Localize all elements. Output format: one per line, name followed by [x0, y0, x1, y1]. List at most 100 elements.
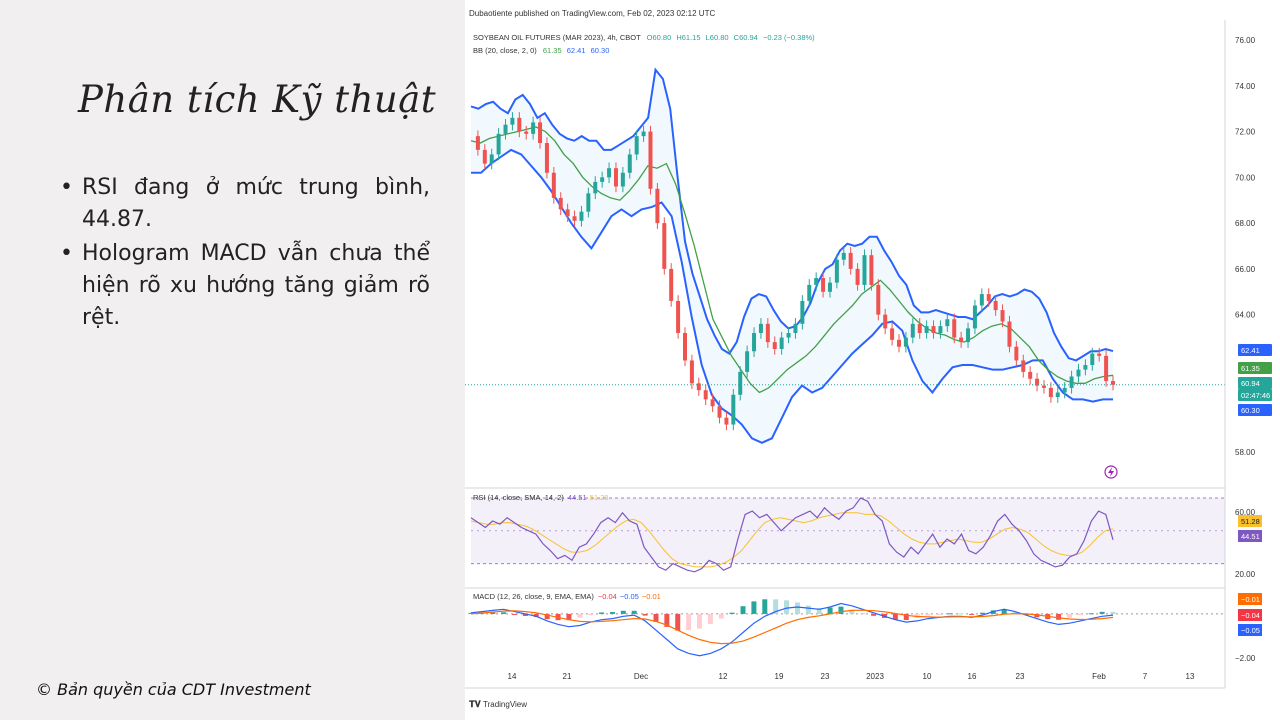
candle-body [703, 390, 708, 400]
lightning-icon[interactable] [1104, 465, 1118, 479]
candle-body [731, 394, 736, 425]
macd-histogram-bar [533, 613, 539, 618]
tradingview-chart[interactable]: Dubaotiente published on TradingView.com… [465, 0, 1280, 720]
candle-body [959, 337, 964, 343]
price-tick-label: 70.00 [1235, 173, 1256, 182]
candle-body [979, 294, 984, 306]
macd-legend: MACD (12, 26, close, 9, EMA, EMA) −0.04 −0… [473, 592, 661, 601]
candle-body [1069, 376, 1074, 388]
price-tag [1238, 344, 1272, 356]
candle-body [841, 252, 846, 260]
macd-hist-value: −0.04 [598, 592, 617, 601]
candle-body [834, 259, 839, 283]
tv-logo-mark: 𝐓𝐕 [469, 699, 482, 709]
macd-histogram-bar [718, 613, 724, 619]
candle-body [972, 305, 977, 329]
candle-body [800, 300, 805, 324]
macd-histogram-bar [827, 607, 833, 614]
macd-histogram-bar [501, 612, 507, 614]
macd-histogram-bar [490, 612, 496, 614]
macd-histogram-bar [849, 609, 855, 614]
rsi-line [470, 497, 1114, 573]
candle-body [903, 337, 908, 347]
chart-svg[interactable]: Dubaotiente published on TradingView.com… [465, 0, 1280, 720]
macd-histogram-bar [979, 612, 985, 614]
price-tick-label: 66.00 [1235, 265, 1256, 274]
candle-body [938, 326, 943, 333]
tradingview-logo[interactable]: 𝐓𝐕 TradingView [469, 699, 527, 709]
candle-body [613, 168, 618, 187]
bb-label: BB (20, close, 2, 0) [473, 46, 537, 55]
candle-body [1076, 369, 1081, 377]
candle-body [689, 360, 694, 384]
price-pane[interactable] [465, 67, 1225, 444]
candle-body [662, 223, 667, 269]
macd-tag [1238, 609, 1262, 621]
candle-body [544, 143, 549, 173]
macd-histogram-bar [653, 613, 659, 622]
macd-histogram-bar [1001, 609, 1007, 614]
macd-histogram-bar [697, 613, 703, 629]
candle-body [510, 117, 515, 125]
price-tag-text: 62.41 [1241, 346, 1260, 355]
price-tick-label: 76.00 [1235, 36, 1256, 45]
macd-histogram-bar [599, 612, 605, 614]
macd-histogram-bar [544, 613, 550, 620]
candle-body [503, 124, 508, 134]
candle-body [648, 131, 653, 189]
signal-line [470, 609, 1114, 645]
macd-tag [1238, 593, 1262, 605]
symbol-line: SOYBEAN OIL FUTURES (MAR 2023), 4h, CBOT… [473, 33, 815, 42]
time-tick-label: 19 [775, 672, 784, 681]
macd-histogram-bar [860, 613, 866, 615]
candle-body [1111, 381, 1115, 385]
price-tag-text: 61.35 [1241, 364, 1260, 373]
macd-histogram-bar [936, 613, 942, 615]
candle-body [1048, 387, 1053, 398]
bullet-dot: • [60, 175, 73, 200]
candle-body [683, 332, 687, 361]
candle-body [786, 332, 791, 338]
candle-body [993, 300, 998, 311]
candle-body [876, 284, 881, 315]
axes: 76.00 74.00 72.00 70.00 68.00 66.00 64.00 58.00… [465, 20, 1272, 689]
macd-histogram-bar [686, 613, 692, 631]
time-tick-label: 2023 [866, 672, 884, 681]
bullet-text-macd: Hologram MACD vẫn chưa thể hiện rõ xu hư… [82, 241, 430, 330]
time-tick-label: 13 [1186, 672, 1195, 681]
macd-histogram-bar [566, 613, 572, 621]
macd-histogram-bar [1110, 611, 1116, 614]
tv-logo-text: TradingView [483, 700, 527, 709]
candle-body [524, 131, 529, 134]
bb-upper-line [470, 67, 1114, 362]
bb-middle-line [470, 126, 1114, 394]
rsi-legend: RSI (14, close, SMA, 14, 2) 44.51 51.28 [473, 493, 608, 502]
candle-body [489, 154, 494, 164]
macd-tag [1238, 624, 1262, 636]
macd-histogram-bar [805, 605, 811, 614]
candle-body [517, 117, 522, 132]
symbol-name: SOYBEAN OIL FUTURES (MAR 2023), 4h, CBOT [473, 33, 641, 42]
rsi-pane[interactable]: RSI (14, close, SMA, 14, 2) 44.51 51.28 [470, 493, 1225, 573]
candle-body [600, 177, 605, 182]
macd-tick-label: −2.00 [1235, 654, 1256, 663]
price-tag-text: 02:47:46 [1241, 391, 1270, 400]
candle-body [586, 193, 591, 212]
candle-body [1028, 371, 1033, 379]
macd-line [470, 602, 1114, 657]
macd-histogram-bar [903, 613, 909, 620]
rsi-band-fill [471, 498, 1225, 564]
candle-body [966, 328, 971, 343]
candle-body [1035, 378, 1040, 386]
price-tag-text: 60.94 [1241, 379, 1260, 388]
candle-body [848, 252, 853, 269]
candle-body [669, 268, 674, 301]
price-tag [1238, 404, 1272, 416]
candle-body [779, 337, 784, 349]
candle-body [772, 342, 777, 349]
macd-histogram-bar [609, 612, 615, 614]
ohlc-open: O60.80 [647, 33, 672, 42]
candle-body [1007, 321, 1012, 347]
macd-histogram-bar [1077, 613, 1083, 616]
macd-pane[interactable]: MACD (12, 26, close, 9, EMA, EMA) −0.04 −0… [468, 592, 1226, 657]
